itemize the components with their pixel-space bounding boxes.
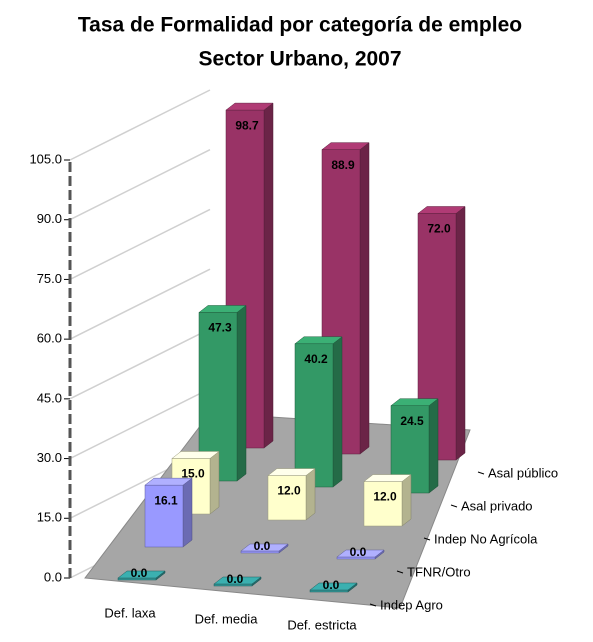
bar-top xyxy=(171,451,220,459)
grid-line xyxy=(69,387,211,460)
grid-line xyxy=(69,268,211,340)
depth-tick xyxy=(369,603,377,607)
value-label: 0.0 xyxy=(254,539,271,553)
bar-front xyxy=(363,481,403,527)
bar-top xyxy=(336,549,385,558)
bar-top xyxy=(417,206,466,214)
value-label: 0.0 xyxy=(350,545,367,559)
value-label: 16.1 xyxy=(154,493,178,507)
bar-top xyxy=(363,474,412,482)
bar-top xyxy=(240,543,289,552)
y-tick-label: 45.0 xyxy=(37,390,62,405)
bar-side xyxy=(332,336,343,488)
bar-front xyxy=(294,343,334,488)
legend-label: Asal privado xyxy=(461,498,533,513)
bar-top xyxy=(267,468,316,476)
bar-top xyxy=(117,570,166,579)
bar xyxy=(267,468,316,521)
bar-front xyxy=(267,475,307,521)
bar-top xyxy=(294,336,343,345)
value-label: 98.7 xyxy=(235,118,259,132)
value-label: 40.2 xyxy=(304,352,328,366)
bar xyxy=(144,477,193,548)
y-tick-label: 60.0 xyxy=(37,331,62,346)
bar-top xyxy=(144,477,193,486)
y-tick-label: 0.0 xyxy=(44,569,62,584)
grid-line xyxy=(69,328,211,400)
chart-title: Tasa de Formalidad por categoría de empl… xyxy=(78,14,522,37)
value-label: 15.0 xyxy=(181,467,205,481)
grid-line xyxy=(69,149,211,221)
depth-tick xyxy=(423,537,431,541)
bar xyxy=(336,549,385,560)
bar-top xyxy=(198,305,247,313)
value-label: 0.0 xyxy=(323,578,340,592)
value-label: 12.0 xyxy=(277,484,301,498)
y-tick-label: 90.0 xyxy=(37,211,62,226)
y-tick-label: 15.0 xyxy=(37,510,62,525)
bar-front xyxy=(144,484,184,548)
bar-side xyxy=(455,205,466,461)
legend-label: Asal público xyxy=(488,465,558,480)
bar xyxy=(294,336,343,488)
value-label: 12.0 xyxy=(373,490,397,504)
bar-top xyxy=(213,576,262,585)
chart-subtitle: Sector Urbano, 2007 xyxy=(198,48,401,71)
bar xyxy=(309,582,358,593)
bar xyxy=(240,543,289,554)
y-tick-label: 30.0 xyxy=(37,450,62,465)
grid-line xyxy=(69,89,211,161)
legend-label: Indep Agro xyxy=(380,597,443,612)
bar-top xyxy=(309,582,358,591)
bar-top xyxy=(390,398,439,406)
bar-top xyxy=(321,142,370,150)
bar-side xyxy=(236,304,247,482)
bar-top xyxy=(225,102,274,111)
bar-side xyxy=(428,398,439,494)
grid-line xyxy=(69,208,211,281)
x-tick-label: Def. estricta xyxy=(287,617,357,632)
bar xyxy=(213,576,262,587)
legend-label: Indep No Agrícola xyxy=(434,531,538,546)
value-label: 0.0 xyxy=(227,572,244,586)
legend-label: TFNR/Otro xyxy=(407,564,471,579)
bar xyxy=(117,570,166,581)
y-tick-label: 105.0 xyxy=(29,151,62,166)
value-label: 24.5 xyxy=(400,414,424,428)
x-tick-label: Def. media xyxy=(195,611,259,626)
depth-tick xyxy=(450,504,458,508)
bar-side xyxy=(359,142,370,455)
x-tick-label: Def. laxa xyxy=(104,605,156,620)
depth-tick xyxy=(396,570,404,574)
bar-side xyxy=(209,450,220,515)
value-label: 88.9 xyxy=(331,158,355,172)
bar-side xyxy=(305,468,316,521)
value-label: 0.0 xyxy=(131,566,148,580)
value-label: 72.0 xyxy=(427,222,451,236)
depth-tick xyxy=(477,471,485,475)
bar-side xyxy=(401,474,412,527)
y-tick-label: 75.0 xyxy=(37,271,62,286)
bar-side xyxy=(182,477,193,548)
value-label: 47.3 xyxy=(208,321,232,335)
bar xyxy=(363,474,412,527)
bar-side xyxy=(263,102,274,449)
